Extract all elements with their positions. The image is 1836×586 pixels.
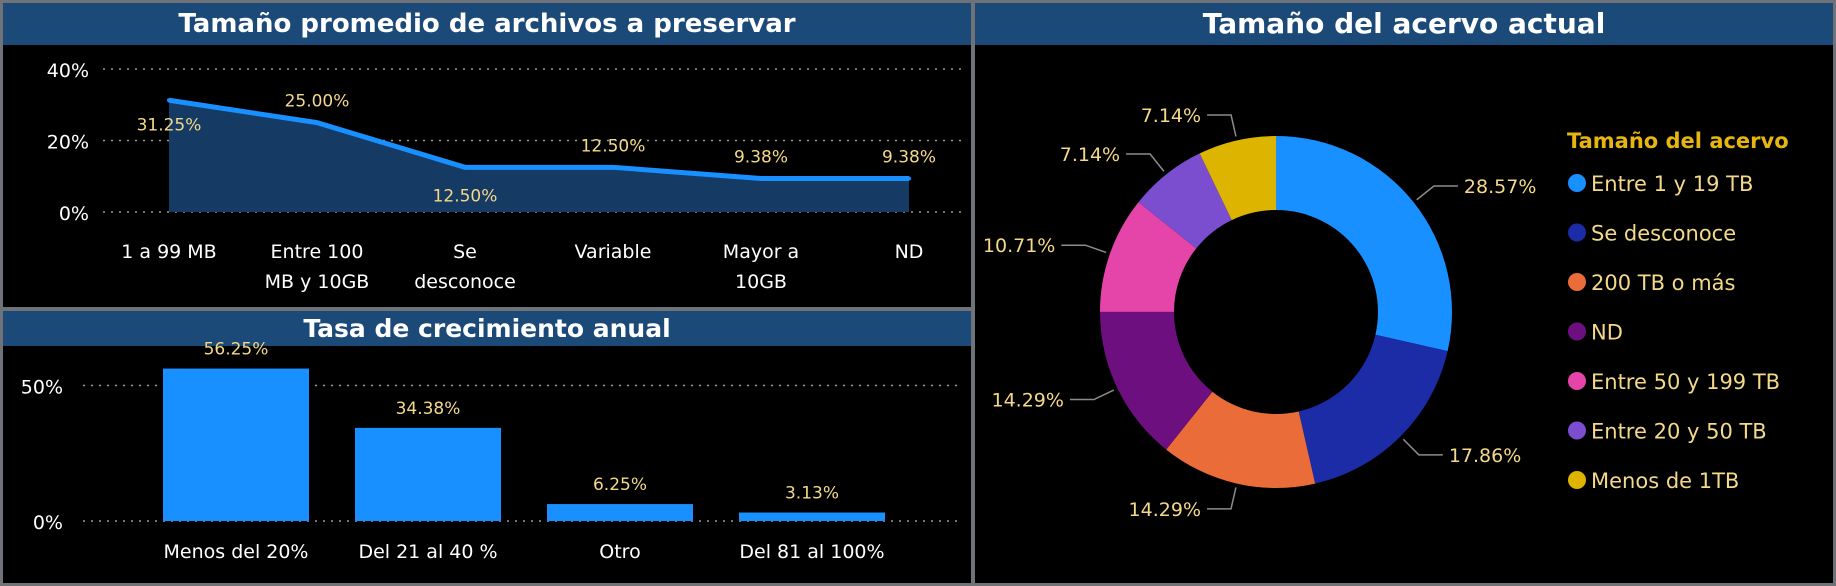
legend-swatch: [1568, 174, 1586, 192]
data-label: 9.38%: [734, 147, 788, 167]
data-point: [167, 98, 171, 103]
bar: [163, 368, 309, 521]
area-chart-panel: Tamaño promedio de archivos a preservar …: [0, 0, 974, 310]
y-tick-label: 40%: [47, 60, 89, 82]
donut-slice: [1199, 136, 1276, 221]
donut-slice: [1138, 153, 1232, 249]
x-tick-label: Menos del 20%: [164, 541, 309, 563]
legend-item: Entre 50 y 199 TB: [1591, 370, 1780, 394]
x-tick-label: Se: [453, 241, 477, 263]
data-label: 6.25%: [593, 475, 647, 495]
data-point: [463, 165, 467, 170]
legend-item: Entre 20 y 50 TB: [1591, 420, 1767, 444]
data-label: 31.25%: [137, 115, 202, 135]
legend-item: ND: [1591, 321, 1623, 345]
data-label: 25.00%: [285, 92, 350, 112]
leader-line: [1207, 487, 1237, 510]
slice-label: 14.29%: [1129, 499, 1201, 521]
legend-swatch: [1568, 471, 1586, 489]
x-tick-label: Mayor a: [723, 241, 799, 263]
x-tick-label: Del 81 al 100%: [739, 541, 884, 563]
donut-slice: [1298, 334, 1448, 484]
bar: [355, 427, 501, 521]
data-point: [611, 165, 615, 170]
leader-line: [1402, 438, 1443, 456]
y-tick-label: 0%: [59, 203, 89, 225]
data-label: 34.38%: [396, 399, 461, 419]
leader-line: [1126, 153, 1165, 172]
slice-label: 28.57%: [1464, 176, 1536, 198]
area-chart: 0% 20% 40% 31.25% 25.00% 12.50% 12.50% 9.38% 9.3…: [47, 60, 963, 293]
area-fill: [169, 100, 909, 212]
legend-item: Menos de 1TB: [1591, 469, 1739, 493]
legend-swatch: [1568, 372, 1586, 390]
legend-swatch: [1568, 273, 1586, 291]
x-tick-label: Variable: [575, 241, 652, 263]
bar: [739, 512, 885, 521]
legend-item: Se desconoce: [1591, 222, 1736, 246]
legend-swatch: [1568, 223, 1586, 242]
area-chart-title: Tamaño promedio de archivos a preservar: [3, 3, 971, 45]
leader-line: [1069, 389, 1115, 401]
series-line: [168, 97, 909, 181]
data-point: [315, 120, 319, 125]
legend-title: Tamaño del acervo: [1567, 129, 1789, 153]
legend-item: 200 TB o más: [1591, 271, 1735, 295]
leader-line: [1207, 114, 1237, 137]
slice-label: 7.14%: [1141, 105, 1201, 127]
slice-label: 14.29%: [992, 390, 1064, 412]
data-label: 3.13%: [785, 484, 839, 504]
slice-label: 17.86%: [1449, 445, 1521, 467]
legend-swatch: [1568, 322, 1586, 341]
legend-swatch: [1568, 421, 1586, 440]
bar-chart: 0% 50% 56.25% Menos del 20% 34.38% Del 21 al …: [21, 340, 963, 563]
slice-label: 7.14%: [1060, 144, 1120, 166]
donut-slice: [1100, 311, 1213, 450]
data-point: [759, 176, 763, 181]
bar: [547, 504, 693, 521]
x-tick-label: Otro: [599, 541, 640, 563]
data-label: 9.38%: [882, 147, 936, 167]
y-tick-label: 0%: [33, 512, 63, 534]
x-tick-label: 1 a 99 MB: [121, 241, 216, 263]
data-label: 12.50%: [581, 136, 646, 156]
leader-line: [1416, 185, 1458, 201]
donut-chart: 28.57% 17.86% 14.29% 14.29% 10.71% 7.14% 7.14%…: [983, 105, 1789, 521]
x-tick-label: MB y 10GB: [265, 271, 370, 293]
donut-slice: [1276, 136, 1452, 352]
donut-chart-panel: Tamaño del acervo actual 28.57% 17.86% 14.…: [972, 0, 1836, 586]
data-label: 12.50%: [433, 186, 498, 206]
donut-slice: [1166, 391, 1316, 488]
bar-chart-title: Tasa de crecimiento anual: [3, 311, 971, 346]
x-tick-label: 10GB: [735, 271, 787, 293]
leader-line: [1061, 244, 1107, 254]
legend-item: Entre 1 y 19 TB: [1591, 172, 1753, 196]
bar-chart-panel: Tasa de crecimiento anual 0% 50% 56.25% Men…: [0, 308, 974, 586]
data-point: [907, 176, 911, 181]
x-tick-label: Entre 100: [271, 241, 364, 263]
slice-label: 10.71%: [983, 235, 1055, 257]
y-tick-label: 20%: [47, 132, 89, 154]
data-label: 56.25%: [204, 340, 269, 360]
x-tick-label: desconoce: [414, 271, 516, 293]
donut-slice: [1100, 202, 1197, 312]
donut-chart-title: Tamaño del acervo actual: [975, 3, 1833, 45]
x-tick-label: Del 21 al 40 %: [358, 541, 497, 563]
y-tick-label: 50%: [21, 377, 63, 399]
x-tick-label: ND: [895, 241, 924, 263]
